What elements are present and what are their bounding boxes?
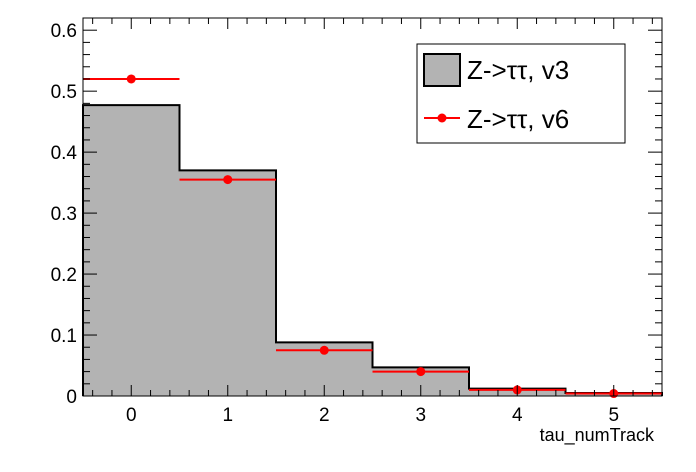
x-axis-title: tau_numTrack	[540, 425, 655, 446]
v6-point-0	[126, 74, 136, 84]
x-tick-label: 5	[608, 405, 619, 426]
legend-swatch-v3	[423, 53, 461, 87]
y-tick-label: 0.3	[51, 204, 77, 225]
axis-ticks	[83, 17, 662, 397]
legend-marker-v6	[437, 113, 447, 123]
tick-labels: 0 0.1 0.2 0.3 0.4 0.5 0.6 0 1 2 3 4 5	[51, 21, 619, 426]
legend-label-v3: Z->ττ, v3	[467, 55, 569, 85]
y-tick-label: 0.1	[51, 326, 77, 347]
legend: Z->ττ, v3 Z->ττ, v6	[416, 43, 626, 144]
x-tick-label: 2	[319, 405, 330, 426]
v3-bar-1	[179, 170, 276, 396]
y-tick-label: 0.2	[51, 265, 77, 286]
y-tick-label: 0.5	[51, 82, 77, 103]
v6-point-3	[416, 367, 426, 377]
x-tick-label: 1	[222, 405, 233, 426]
y-tick-label: 0	[66, 387, 77, 408]
plot-frame	[82, 17, 663, 397]
y-tick-label: 0.6	[51, 21, 77, 42]
y-tick-label: 0.4	[51, 143, 78, 164]
v3-bar-0	[83, 105, 180, 396]
legend-label-v6: Z->ττ, v6	[467, 104, 569, 134]
x-tick-label: 4	[512, 405, 523, 426]
v6-point-1	[223, 175, 233, 185]
x-tick-label: 3	[415, 405, 426, 426]
v3-outline	[82, 104, 663, 396]
v6-point-2	[319, 345, 329, 355]
x-tick-label: 0	[126, 405, 137, 426]
